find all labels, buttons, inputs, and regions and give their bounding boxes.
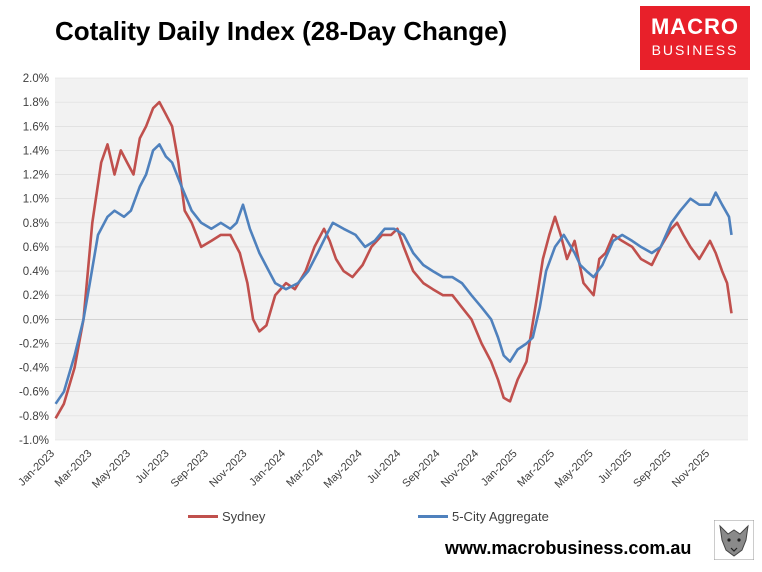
y-tick-label: 1.8%	[23, 97, 49, 109]
x-tick-label: Jan-2023	[16, 448, 57, 489]
series-lines	[54, 100, 733, 419]
y-tick-label: -0.4%	[19, 363, 49, 375]
y-tick-label: -0.6%	[19, 387, 49, 399]
x-tick-label: Sep-2025	[631, 448, 673, 490]
y-tick-label: 0.4%	[23, 266, 49, 278]
y-tick-label: 0.6%	[23, 242, 49, 254]
x-tick-label: Jan-2024	[247, 448, 288, 489]
x-tick-label: Sep-2024	[400, 448, 442, 490]
plot-area	[55, 78, 748, 440]
y-tick-label: 1.4%	[23, 145, 49, 157]
series-line-5-city-aggregate	[54, 143, 733, 405]
x-tick-label: Mar-2025	[515, 448, 557, 490]
y-tick-label: -0.8%	[19, 411, 49, 423]
line-chart: -1.0% -0.8% -0.6% -0.4% -0.2% 0.0% 0.2% 0.4% 0.6…	[16, 73, 748, 491]
logo-line1: MACRO	[650, 14, 740, 39]
x-tick-label: Sep-2023	[169, 448, 211, 490]
x-tick-label: Jul-2025	[596, 448, 634, 486]
x-tick-label: May-2025	[553, 448, 596, 491]
macrobusiness-logo: MACRO BUSINESS	[640, 6, 750, 70]
series-line-sydney	[54, 100, 733, 419]
x-tick-label: May-2023	[90, 448, 133, 491]
legend-item-sydney: Sydney	[188, 509, 265, 524]
y-tick-label: -1.0%	[19, 435, 49, 447]
x-tick-label: Jan-2025	[479, 448, 520, 489]
x-tick-label: Mar-2023	[53, 448, 95, 490]
x-tick-label: Jul-2023	[133, 448, 171, 486]
legend-label-aggregate: 5-City Aggregate	[452, 509, 549, 524]
y-tick-label: 0.8%	[23, 218, 49, 230]
x-tick-label: Nov-2025	[670, 448, 712, 490]
x-tick-label: Mar-2024	[284, 448, 326, 490]
legend-item-aggregate: 5-City Aggregate	[418, 509, 549, 524]
y-tick-label: 2.0%	[23, 73, 49, 85]
legend-label-sydney: Sydney	[222, 509, 266, 524]
y-tick-label: -0.2%	[19, 338, 49, 350]
legend-swatch-aggregate	[418, 515, 448, 518]
y-tick-label: 0.2%	[23, 290, 49, 302]
x-tick-label: Nov-2023	[207, 448, 249, 490]
logo-line2: BUSINESS	[651, 42, 739, 58]
y-tick-label: 1.0%	[23, 194, 49, 206]
legend-swatch-sydney	[188, 515, 218, 518]
y-axis-ticks: -1.0% -0.8% -0.6% -0.4% -0.2% 0.0% 0.2% 0.4% 0.6…	[19, 73, 49, 447]
y-tick-label: 1.6%	[23, 121, 49, 133]
y-tick-label: 0.0%	[23, 314, 49, 326]
gridlines	[55, 77, 748, 441]
x-tick-label: Jul-2024	[365, 448, 403, 486]
x-tick-label: May-2024	[322, 448, 365, 491]
x-tick-label: Nov-2024	[439, 448, 481, 490]
chart-title: Cotality Daily Index (28-Day Change)	[55, 16, 508, 46]
y-tick-label: 1.2%	[23, 170, 49, 182]
wolf-icon	[714, 520, 754, 560]
website-url: www.macrobusiness.com.au	[445, 538, 692, 558]
